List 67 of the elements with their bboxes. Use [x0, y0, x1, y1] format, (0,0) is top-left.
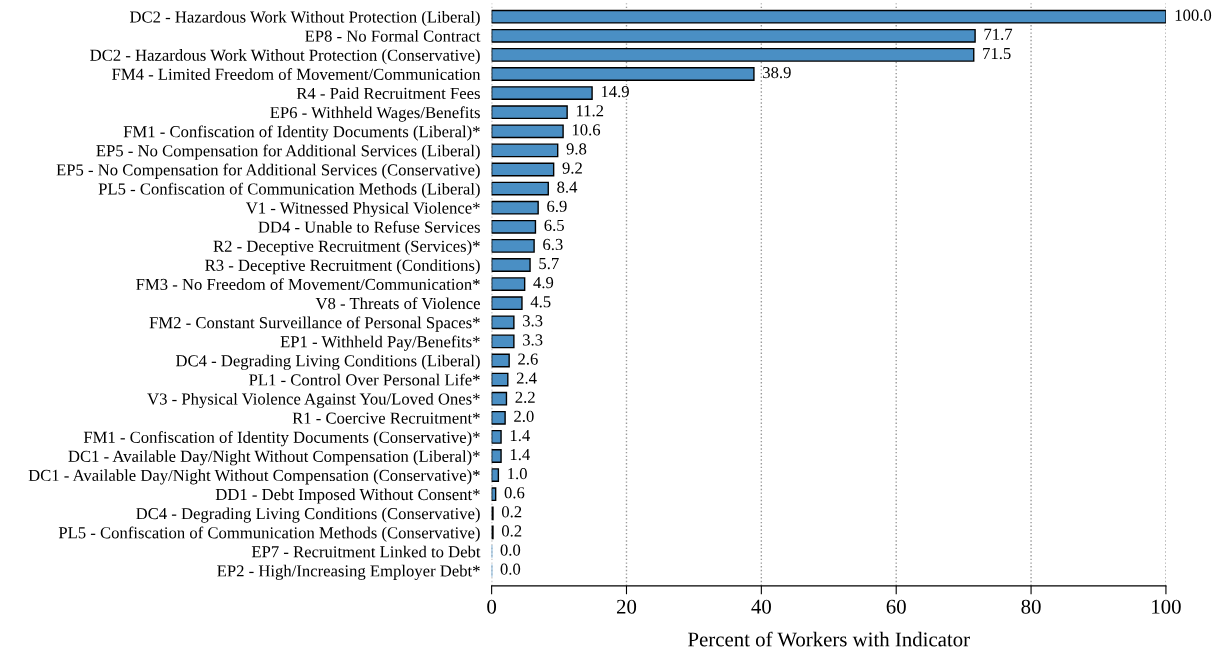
y-tick-label: DC4 - Degrading Living Conditions (Liberal): [175, 354, 480, 370]
y-tick-label: R3 - Deceptive Recruitment (Conditions): [205, 259, 480, 275]
y-tick-label: FM2 - Constant Surveillance of Personal Spaces*: [149, 316, 480, 332]
y-tick-label: V1 - Witnessed Physical Violence*: [245, 201, 480, 218]
y-tick-label: EP1 - Withheld Pay/Benefits*: [280, 335, 480, 351]
data-label: 6.5: [544, 219, 564, 232]
data-label: 38.9: [763, 66, 791, 79]
data-label: 2.4: [516, 372, 537, 384]
y-tick-label: DC4 - Degrading Living Conditions (Conservative): [136, 507, 480, 523]
y-tick-label: V8 - Threats of Violence: [315, 297, 480, 310]
data-label: 5.7: [539, 258, 559, 270]
y-tick-label: PL5 - Confiscation of Communication Methods (Liberal): [98, 182, 480, 198]
data-label: 71.7: [984, 28, 1013, 41]
data-label: 10.6: [572, 124, 601, 136]
y-tick-label: PL5 - Confiscation of Communication Methods (Conservative): [58, 526, 480, 542]
x-axis-title: Percent of Workers with Indicator: [688, 631, 970, 647]
data-label: 1.4: [510, 429, 530, 442]
y-tick-label: EP5 - No Compensation for Additional Services (Conservative): [56, 163, 480, 179]
data-label: 1.4: [510, 448, 530, 461]
data-label: 3.3: [523, 315, 543, 327]
y-tick-label: DC2 - Hazardous Work Without Protection (Liberal): [129, 10, 480, 27]
y-tick-label: V3 - Physical Violence Against You/Loved Ones*: [147, 392, 480, 409]
data-label: 0.0: [500, 544, 521, 556]
y-tick-label: DC1 - Available Day/Night Without Compensation (Conservative)*: [28, 469, 480, 485]
data-label: 71.5: [983, 47, 1011, 60]
x-tick-label: 40: [751, 599, 771, 614]
y-tick-label: R2 - Deceptive Recruitment (Services)*: [213, 240, 480, 256]
x-tick-label: 0: [487, 599, 497, 614]
y-tick-label: DD1 - Debt Imposed Without Consent*: [215, 488, 480, 504]
y-tick-label: EP2 - High/Increasing Employer Debt*: [217, 564, 480, 580]
data-label: 0.6: [504, 487, 525, 499]
x-tick-label: 60: [886, 599, 906, 614]
data-label: 2.6: [518, 353, 538, 365]
x-tick-label: 100: [1152, 599, 1181, 614]
y-tick-label: DD4 - Unable to Refuse Services: [258, 220, 480, 233]
y-tick-label: FM3 - No Freedom of Movement/Communication*: [136, 278, 480, 291]
x-tick-label: 20: [616, 599, 637, 614]
data-label: 0.0: [500, 563, 521, 575]
y-tick-label: R1 - Coercive Recruitment*: [292, 412, 480, 424]
y-tick-label: FM1 - Confiscation of Identity Documents (Liberal)*: [123, 125, 480, 141]
data-label: 14.9: [601, 86, 629, 98]
y-tick-label: R4 - Paid Recruitment Fees: [296, 87, 480, 100]
data-label: 4.9: [533, 277, 554, 289]
y-tick-label: DC1 - Available Day/Night Without Compensation (Liberal)*: [68, 450, 480, 466]
data-label: 11.2: [576, 105, 604, 117]
data-label: 4.5: [530, 296, 551, 308]
data-label: 2.0: [514, 410, 534, 423]
data-label: 100.0: [1175, 9, 1212, 21]
data-label: 1.0: [508, 468, 527, 480]
data-label: 3.3: [523, 334, 543, 346]
data-label: 0.2: [501, 525, 522, 537]
y-tick-label: EP7 - Recruitment Linked to Debt: [251, 545, 481, 558]
data-label: 8.4: [557, 181, 578, 193]
y-tick-label: PL1 - Control Over Personal Life*: [249, 373, 480, 386]
y-tick-label: EP6 - Withheld Wages/Benefits: [270, 106, 480, 122]
y-tick-label: EP5 - No Compensation for Additional Services (Liberal): [96, 144, 480, 160]
y-tick-label: DC2 - Hazardous Work Without Protection (Conservative): [90, 49, 480, 65]
data-label: 0.2: [501, 506, 522, 518]
data-label: 9.2: [562, 162, 582, 174]
y-tick-label: FM1 - Confiscation of Identity Documents (Conservative)*: [83, 431, 480, 447]
x-tick-label: 80: [1021, 599, 1041, 614]
data-label: 6.9: [547, 200, 567, 212]
y-tick-label: EP8 - No Formal Contract: [305, 30, 481, 42]
data-label: 9.8: [566, 143, 587, 155]
data-label: 2.2: [515, 391, 535, 403]
y-tick-label: FM4 - Limited Freedom of Movement/Communication: [112, 68, 481, 80]
data-label: 6.3: [543, 238, 563, 251]
